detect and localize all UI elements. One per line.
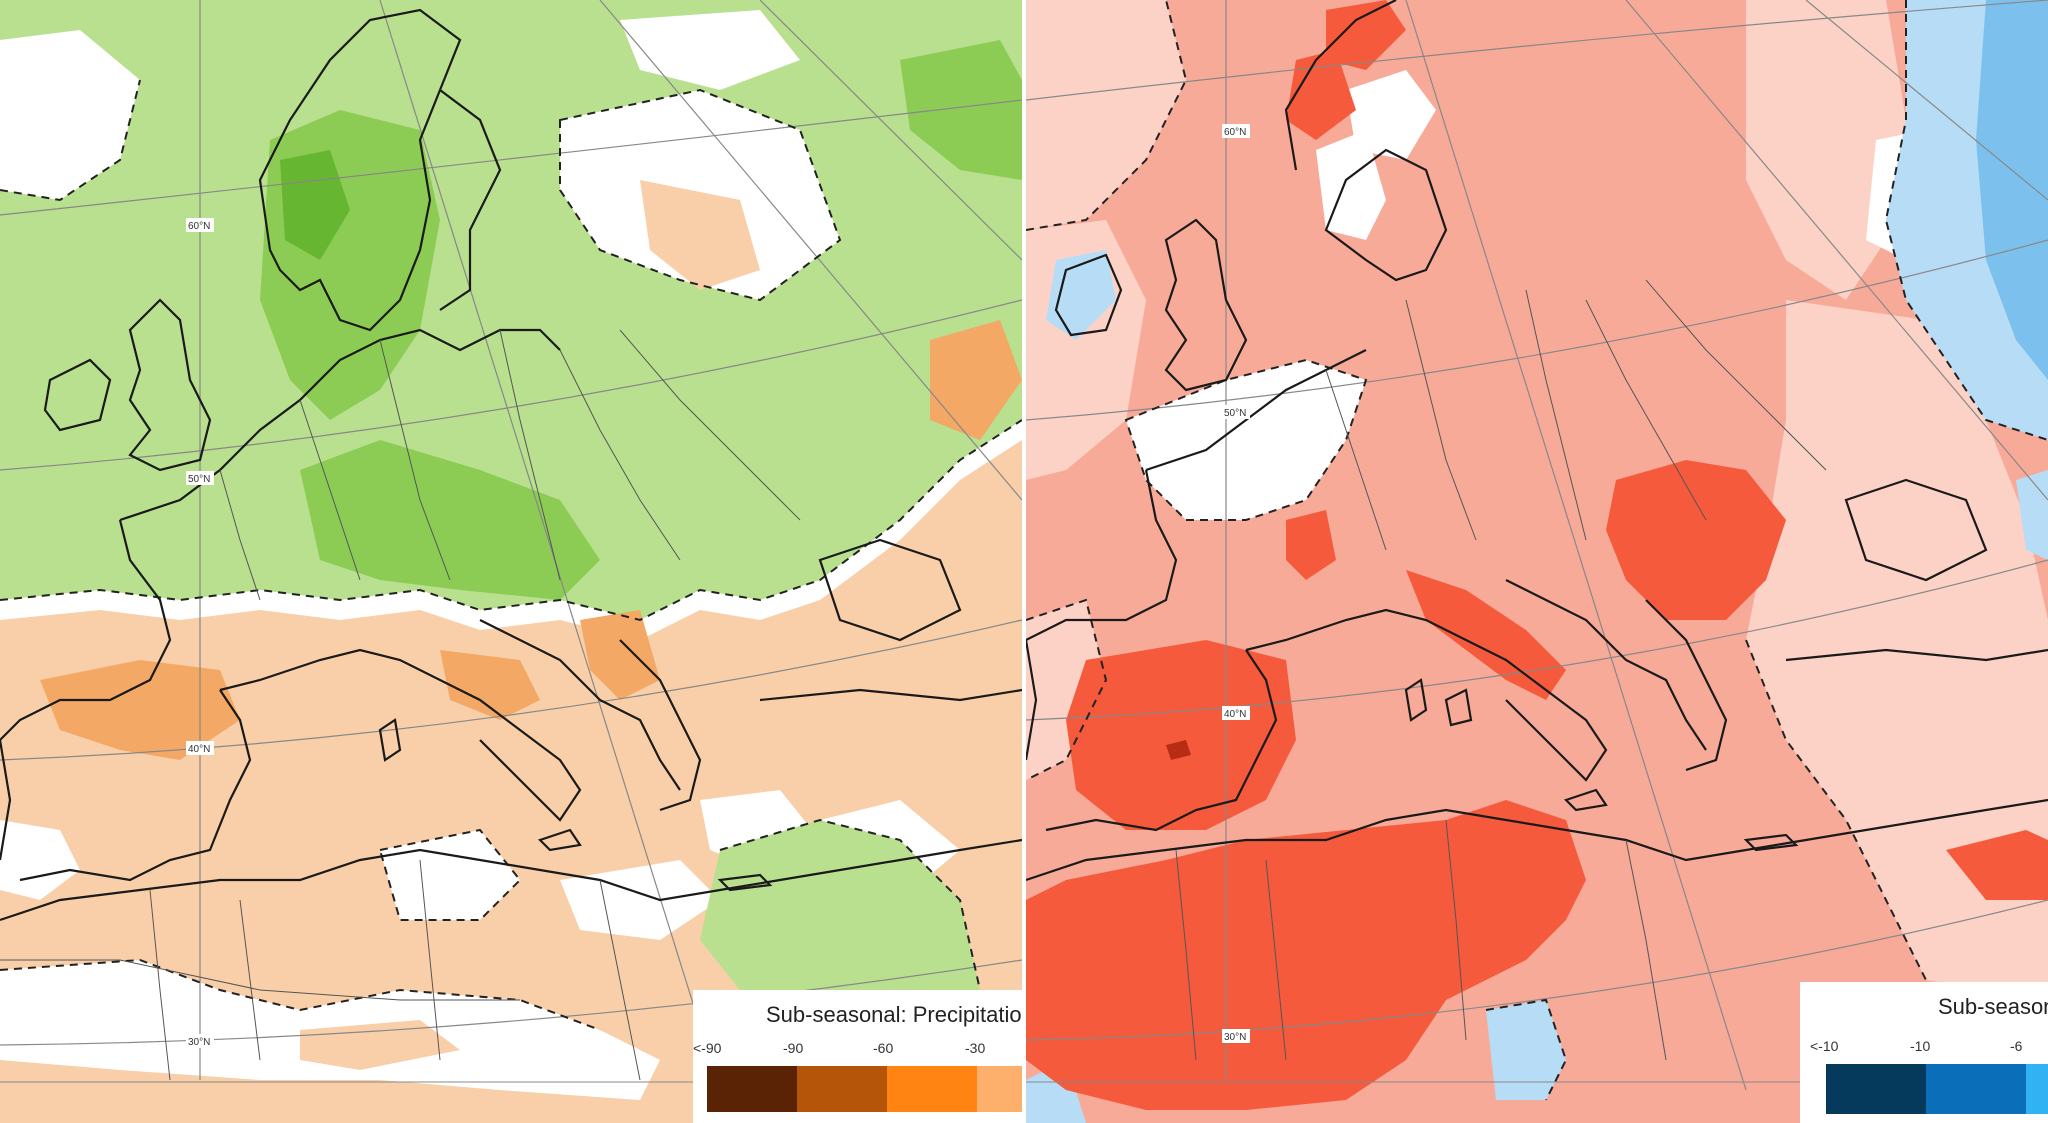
zero-contour: [0, 79, 1022, 1031]
warm-strong-iberia: [1066, 640, 1296, 830]
legend-swatch: [797, 1066, 887, 1112]
warm-darkest-spot: [1166, 740, 1191, 760]
legend-tick: <-10: [1810, 1038, 1839, 1054]
warm-strong-balkans: [1606, 460, 1786, 620]
coastlines: [0, 8, 1022, 922]
temperature-legend: Sub-season <-10 -10 -6: [1800, 982, 2048, 1123]
precipitation-legend: Sub-seasonal: Precipitatio <-90 -90 -60 …: [693, 990, 1022, 1123]
legend-colorbar: [1826, 1064, 2048, 1114]
coastlines: [1026, 0, 2048, 882]
legend-tick: <-90: [693, 1040, 722, 1056]
wet-strong-region-central: [300, 440, 600, 600]
wet-strong-region-east: [900, 40, 1022, 180]
cold-strong-region: [1976, 0, 2048, 380]
lat-label-30: 30°N: [1224, 1032, 1246, 1043]
warm-strong-africa: [1026, 800, 1586, 1110]
precipitation-map-panel: 60°N 50°N 40°N 30°N Sub-seasonal: Precip…: [0, 0, 1022, 1123]
legend-title: Sub-season: [1938, 994, 2048, 1019]
legend-swatch: [707, 1066, 797, 1112]
lat-label-40: 40°N: [1224, 709, 1246, 720]
legend-tick: -10: [1910, 1038, 1931, 1054]
legend-swatch: [977, 1066, 1022, 1112]
neutral-region-west: [1126, 360, 1366, 520]
legend-tick: -6: [2010, 1038, 2023, 1054]
dry-strong-region: [40, 660, 240, 760]
temperature-map: 60°N 50°N 40°N 30°N: [1026, 0, 2048, 1123]
latitude-labels: 60°N 50°N 40°N 30°N: [1222, 124, 1250, 1043]
lat-label-60: 60°N: [188, 221, 210, 232]
latitude-labels: 60°N 50°N 40°N 30°N: [186, 218, 214, 1048]
lat-label-50: 50°N: [1224, 408, 1246, 419]
legend-tick: -90: [783, 1040, 804, 1056]
graticule: [0, 0, 1022, 1091]
legend-title: Sub-seasonal: Precipitatio: [766, 1002, 1022, 1027]
legend-swatch: [1826, 1064, 1926, 1114]
lat-label-50: 50°N: [188, 474, 210, 485]
wet-anomaly-africa: [700, 820, 980, 1000]
warm-strong-italy: [1406, 570, 1566, 700]
cold-anomaly-south: [1486, 1000, 1566, 1100]
wet-darkest-region: [280, 150, 350, 260]
lat-label-60: 60°N: [1224, 127, 1246, 138]
country-borders: [0, 329, 801, 1081]
lat-label-30: 30°N: [188, 1037, 210, 1048]
legend-tick: -60: [873, 1040, 894, 1056]
legend-swatch: [1926, 1064, 2026, 1114]
country-borders: [1175, 279, 1827, 1061]
legend-tick: -30: [965, 1040, 986, 1056]
legend-swatch: [2026, 1064, 2048, 1114]
zero-contour: [1026, 0, 2048, 1101]
temperature-map-panel: 60°N 50°N 40°N 30°N Sub-season <-10 -10 …: [1026, 0, 2048, 1123]
legend-ticks: <-90 -90 -60 -30: [693, 1040, 1022, 1062]
lat-label-40: 40°N: [188, 744, 210, 755]
legend-colorbar: [707, 1066, 1022, 1112]
legend-ticks: <-10 -10 -6: [1800, 1038, 2048, 1060]
graticule: [1026, 0, 2048, 1091]
precipitation-map: 60°N 50°N 40°N 30°N: [0, 0, 1022, 1123]
legend-swatch: [887, 1066, 977, 1112]
